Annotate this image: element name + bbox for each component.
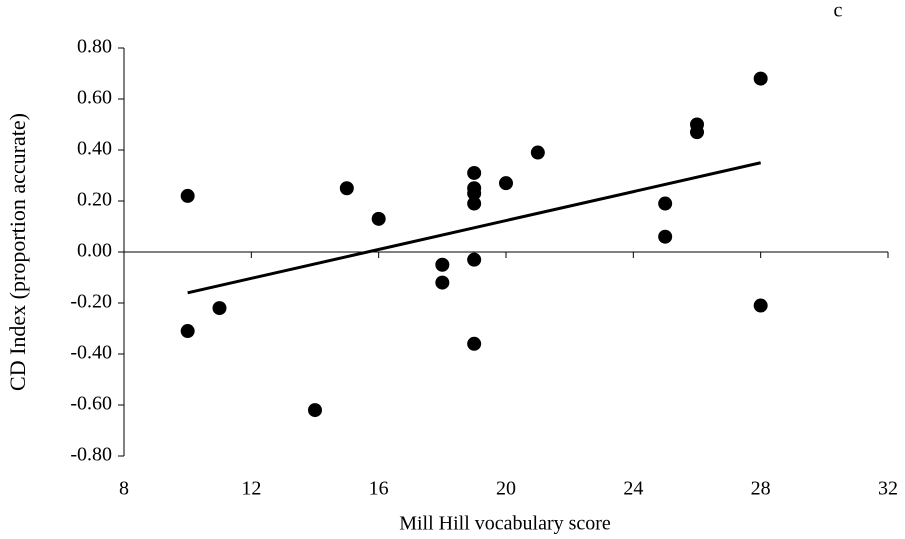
x-tick-label: 16 (369, 478, 389, 500)
x-tick-label: 32 (878, 478, 898, 500)
x-tick-label: 28 (751, 478, 771, 500)
x-axis-title: Mill Hill vocabulary score (399, 513, 611, 535)
point (435, 275, 450, 290)
panel-label: c (834, 0, 843, 22)
point (690, 125, 704, 140)
point (435, 257, 450, 272)
y-tick-label: -0.20 (70, 291, 112, 313)
point (371, 211, 386, 226)
point (467, 186, 482, 201)
y-axis-title: CD Index (proportion accurate) (5, 113, 30, 391)
y-tick-label: 0.20 (77, 189, 112, 211)
trend-line (187, 161, 761, 295)
point (530, 145, 545, 160)
y-tick-label: -0.60 (70, 393, 112, 415)
x-tick-label: 24 (623, 478, 643, 500)
x-tick-label: 20 (496, 478, 516, 500)
y-tick-label: 0.80 (77, 36, 112, 58)
point (658, 196, 673, 211)
point (467, 165, 482, 180)
y-tick-label: 0.60 (77, 87, 112, 109)
point (212, 301, 227, 316)
point (467, 196, 482, 211)
x-tick-label: 12 (241, 478, 261, 500)
x-tick-label: 8 (119, 478, 129, 500)
point (467, 252, 482, 267)
point (753, 71, 768, 86)
point (339, 181, 354, 196)
y-tick-label: 0.40 (77, 138, 112, 160)
y-tick-label: -0.40 (70, 342, 112, 364)
point (180, 324, 195, 339)
point (753, 298, 768, 313)
point (308, 403, 322, 418)
y-tick-label: -0.80 (70, 444, 112, 466)
point (467, 336, 482, 351)
point (180, 188, 195, 203)
point (499, 176, 513, 191)
point (658, 229, 673, 244)
y-tick-label: 0.00 (77, 240, 112, 262)
